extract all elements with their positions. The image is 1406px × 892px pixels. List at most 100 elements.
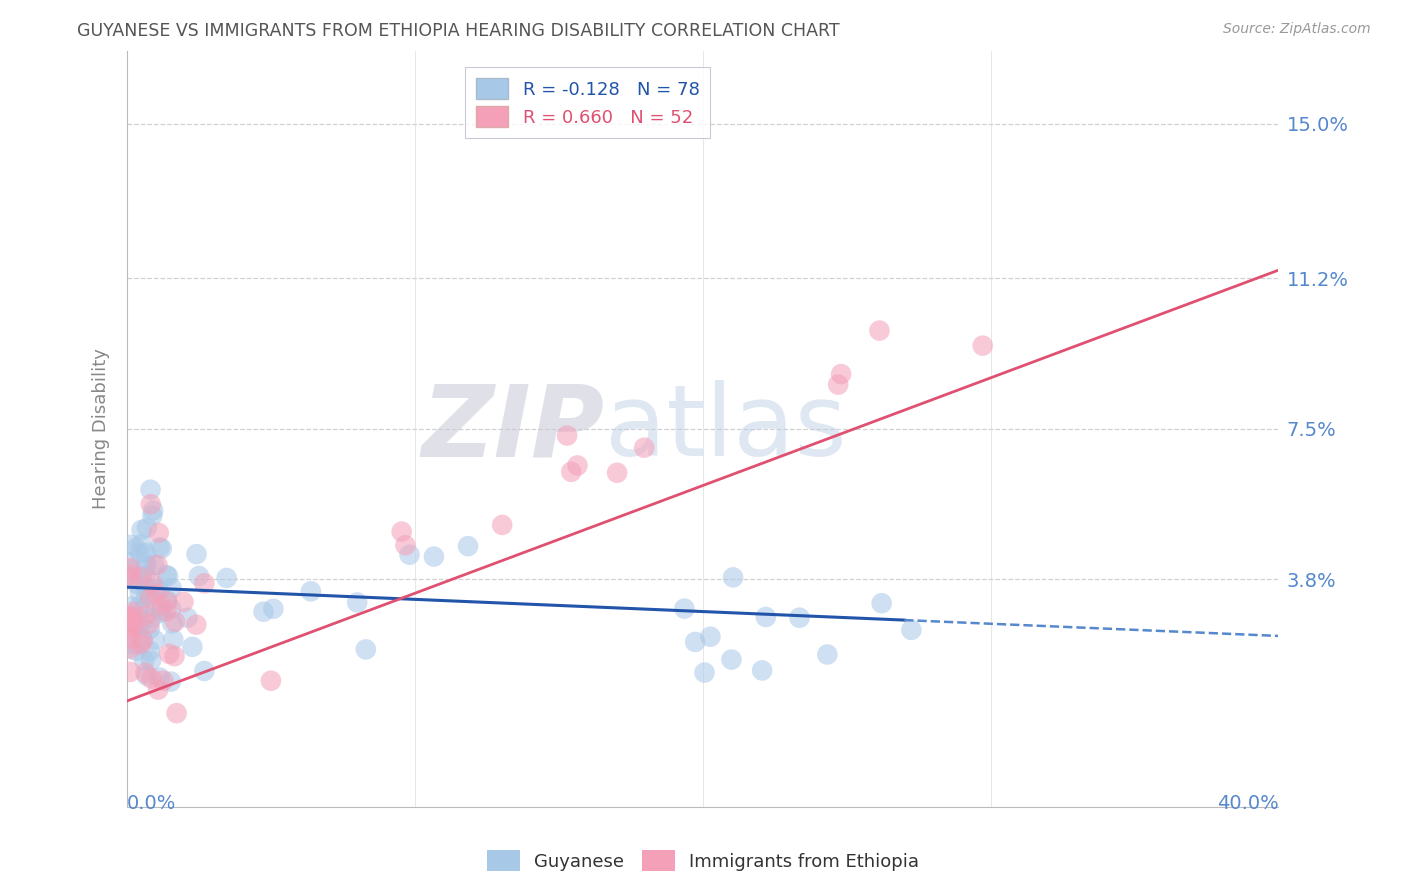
Point (129, 587, 152, 601)
Point (299, 584, 322, 599)
Point (755, 610, 778, 624)
Point (143, 558, 166, 572)
Text: GUYANESE VS IMMIGRANTS FROM ETHIOPIA HEARING DISABILITY CORRELATION CHART: GUYANESE VS IMMIGRANTS FROM ETHIOPIA HEA… (77, 22, 839, 40)
Text: Source: ZipAtlas.com: Source: ZipAtlas.com (1223, 22, 1371, 37)
Point (457, 539, 479, 553)
Point (155, 604, 177, 618)
Point (118, 556, 141, 570)
Point (135, 546, 157, 560)
Point (120, 615, 142, 630)
Point (900, 623, 922, 637)
Point (122, 618, 145, 632)
Legend: Guyanese, Immigrants from Ethiopia: Guyanese, Immigrants from Ethiopia (479, 843, 927, 879)
Text: 40.0%: 40.0% (1216, 795, 1278, 814)
Point (391, 524, 413, 539)
Point (135, 581, 157, 595)
Point (131, 537, 153, 551)
Point (134, 601, 156, 615)
Point (125, 643, 148, 657)
Point (683, 635, 706, 649)
Point (120, 610, 142, 624)
Point (139, 644, 162, 658)
Point (491, 517, 513, 532)
Point (699, 630, 721, 644)
Point (141, 576, 163, 591)
Point (149, 606, 172, 620)
Point (128, 573, 150, 587)
Point (118, 567, 141, 582)
Point (150, 541, 173, 556)
Point (146, 558, 169, 572)
Point (560, 465, 582, 479)
Point (125, 577, 148, 591)
Point (354, 642, 377, 657)
Point (142, 582, 165, 596)
Point (135, 559, 157, 574)
Point (128, 599, 150, 614)
Point (146, 682, 169, 697)
Point (118, 610, 141, 624)
Point (139, 497, 162, 511)
Point (165, 615, 187, 629)
Point (252, 605, 274, 619)
Point (143, 632, 166, 647)
Point (870, 596, 893, 610)
Point (567, 458, 589, 473)
Point (156, 595, 179, 609)
Point (131, 570, 153, 584)
Point (120, 632, 142, 646)
Point (118, 641, 141, 656)
Point (129, 618, 152, 632)
Point (172, 595, 194, 609)
Point (120, 562, 142, 576)
Point (132, 633, 155, 648)
Point (134, 665, 156, 680)
Point (751, 664, 773, 678)
Point (721, 570, 744, 584)
Point (120, 571, 142, 585)
Point (720, 652, 742, 666)
Point (346, 595, 368, 609)
Point (157, 647, 180, 661)
Text: ZIP: ZIP (422, 380, 605, 477)
Point (193, 576, 215, 591)
Point (186, 617, 208, 632)
Point (162, 632, 184, 647)
Point (606, 466, 628, 480)
Point (128, 622, 150, 636)
Point (149, 541, 172, 555)
Point (394, 538, 416, 552)
Point (139, 591, 162, 605)
Point (150, 599, 173, 613)
Point (134, 568, 156, 582)
Point (868, 324, 890, 338)
Point (145, 586, 167, 600)
Text: atlas: atlas (605, 380, 846, 477)
Point (135, 589, 157, 603)
Legend: R = -0.128   N = 78, R = 0.660   N = 52: R = -0.128 N = 78, R = 0.660 N = 52 (465, 67, 710, 138)
Point (166, 706, 188, 721)
Point (160, 581, 183, 595)
Point (129, 546, 152, 560)
Point (193, 664, 215, 678)
Point (139, 483, 162, 497)
Point (149, 671, 172, 685)
Point (423, 549, 446, 564)
Point (555, 428, 578, 442)
Point (260, 673, 283, 688)
Point (118, 561, 141, 575)
Point (176, 611, 198, 625)
Point (633, 441, 655, 455)
Point (215, 571, 238, 585)
Point (131, 523, 153, 537)
Point (118, 621, 141, 635)
Point (136, 521, 159, 535)
Point (131, 632, 153, 647)
Point (141, 672, 163, 686)
Point (152, 673, 174, 688)
Point (693, 665, 716, 680)
Point (141, 611, 163, 625)
Point (141, 508, 163, 523)
Point (163, 649, 186, 664)
Point (120, 665, 142, 679)
